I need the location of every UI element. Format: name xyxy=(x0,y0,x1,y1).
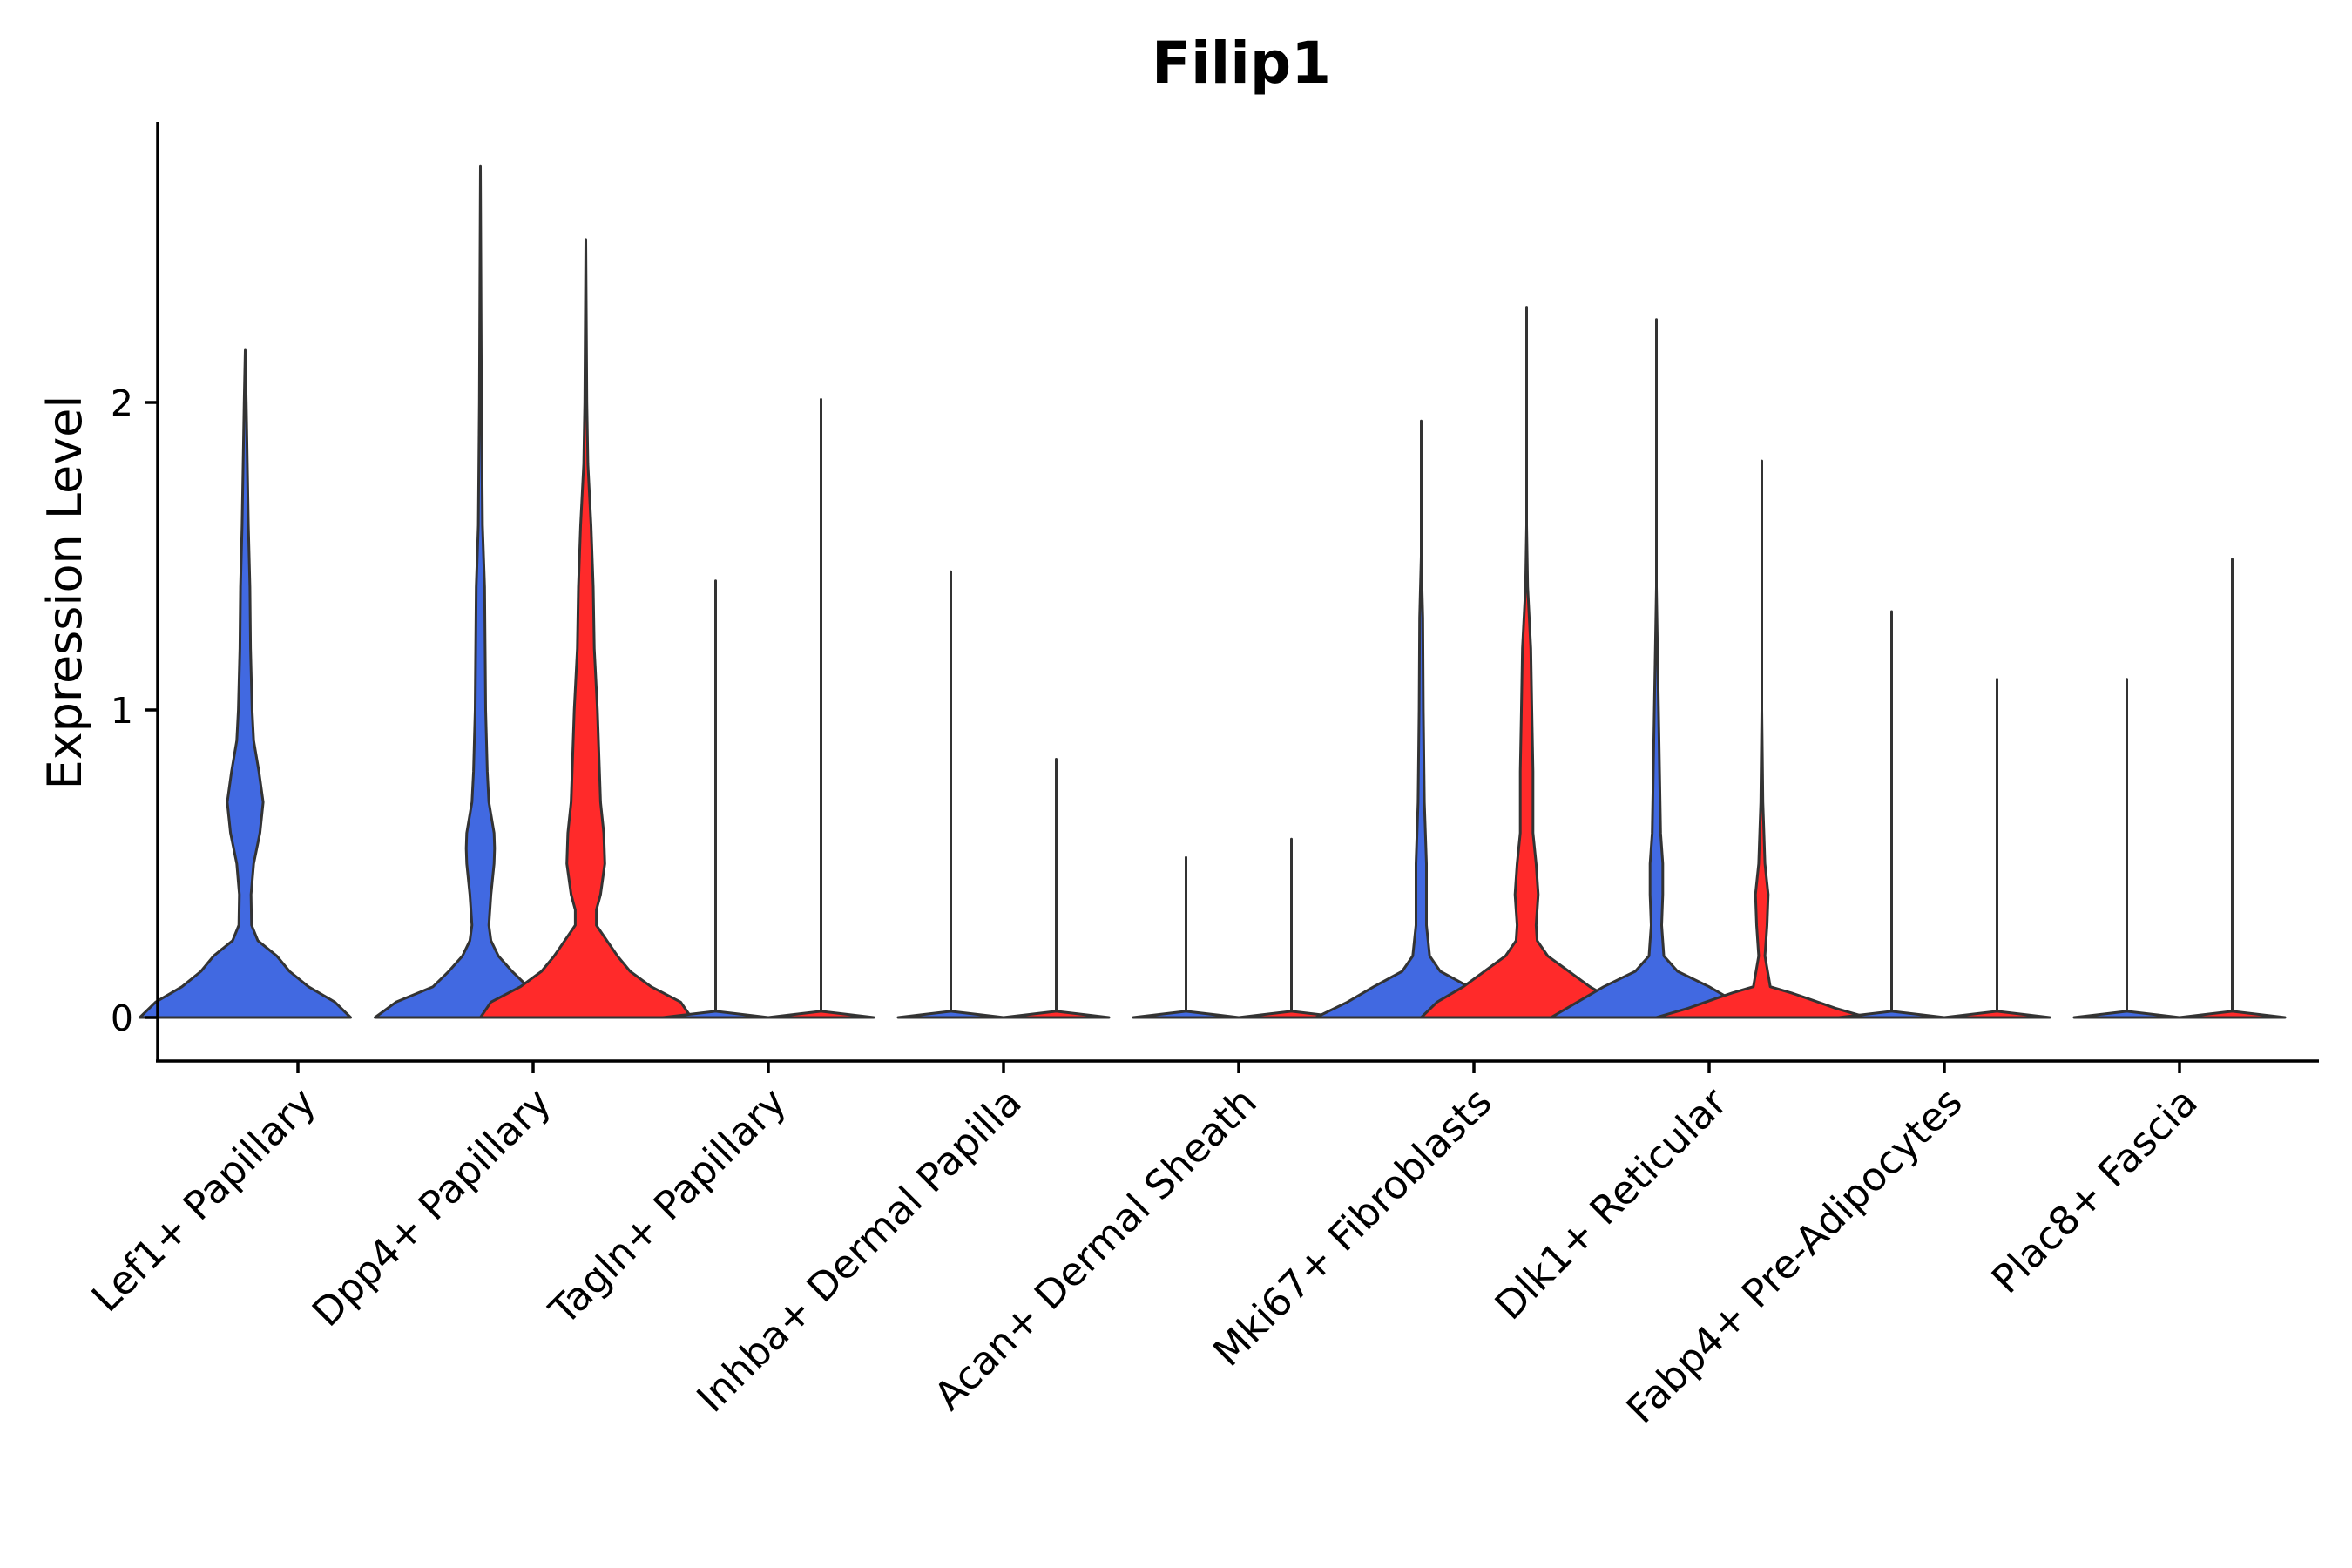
violin-blue xyxy=(1315,419,1528,1019)
y-ticks: 0 1 2 xyxy=(111,382,158,1039)
violin-red xyxy=(479,238,693,1019)
violin-red xyxy=(1237,837,1346,1019)
violin-group xyxy=(139,164,2287,1019)
violin-blue xyxy=(374,164,587,1019)
x-tick-label: Dlk1+ Reticular xyxy=(1486,1078,1736,1328)
x-tick-label: Lef1+ Papillary xyxy=(83,1078,325,1321)
chart-title: Filip1 xyxy=(1152,30,1331,97)
x-tick-label: Tagln+ Papillary xyxy=(540,1078,795,1334)
y-tick-label: 1 xyxy=(111,690,133,732)
violin-blue xyxy=(139,348,352,1019)
x-tick-label: Dpp4+ Papillary xyxy=(303,1078,560,1335)
violin-red xyxy=(1943,678,2051,1019)
violin-red xyxy=(1420,306,1633,1019)
violin-blue xyxy=(896,570,1005,1019)
violin-blue xyxy=(1550,318,1763,1019)
x-tick-label: Plac8+ Fascia xyxy=(1983,1078,2207,1302)
violin-blue xyxy=(661,579,770,1019)
violin-red xyxy=(2178,558,2287,1019)
violin-red xyxy=(1655,459,1869,1019)
y-axis-label: Expression Level xyxy=(37,395,92,790)
y-tick-label: 2 xyxy=(111,382,133,424)
violin-blue xyxy=(2072,678,2181,1019)
violin-red xyxy=(767,398,875,1019)
violin-red xyxy=(1002,758,1111,1019)
violin-blue xyxy=(1837,610,1946,1019)
violin-blue xyxy=(1132,855,1240,1019)
y-tick-label: 0 xyxy=(111,997,133,1039)
